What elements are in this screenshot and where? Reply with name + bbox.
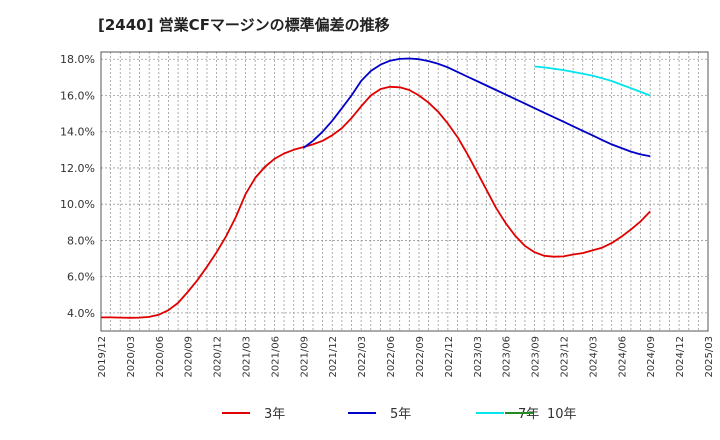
x-tick-label: 2023/06 xyxy=(502,336,513,378)
x-tick-label: 2022/12 xyxy=(444,336,455,378)
series-line-2 xyxy=(302,57,651,158)
x-tick-label: 2021/06 xyxy=(270,336,281,378)
x-tick-label: 2020/06 xyxy=(155,336,166,378)
legend-label-1: 3年 xyxy=(264,407,285,422)
x-tick-label: 2021/09 xyxy=(299,336,310,378)
x-tick-label: 2023/03 xyxy=(473,336,484,378)
x-tick-label: 2019/12 xyxy=(97,336,108,378)
series-line-1 xyxy=(101,85,651,319)
x-tick-label: 2022/06 xyxy=(386,336,397,378)
plot-frame xyxy=(100,51,709,332)
legend-label-2: 5年 xyxy=(390,407,411,422)
x-tick-label: 2022/03 xyxy=(357,336,368,378)
x-tick-label: 2020/03 xyxy=(126,336,137,378)
series-line-3 xyxy=(534,65,651,97)
y-tick-label: 12.0% xyxy=(60,162,95,175)
x-tick-label: 2024/06 xyxy=(617,336,628,378)
x-tick-label: 2024/09 xyxy=(646,336,657,378)
x-tick-label: 2024/03 xyxy=(588,336,599,378)
x-tick-label: 2021/03 xyxy=(242,336,253,378)
y-tick-label: 8.0% xyxy=(67,234,95,247)
x-tick-label: 2023/12 xyxy=(559,336,570,378)
x-tick-label: 2021/12 xyxy=(328,336,339,378)
legend-label-3: 7年 xyxy=(518,407,539,422)
x-tick-label: 2023/09 xyxy=(531,336,542,378)
y-tick-label: 16.0% xyxy=(60,89,95,102)
y-tick-label: 6.0% xyxy=(67,271,95,284)
x-tick-label: 2024/12 xyxy=(675,336,686,378)
x-tick-label: 2025/03 xyxy=(704,336,715,378)
chart-title: [2440] 営業CFマージンの標準偏差の推移 xyxy=(98,16,390,34)
x-tick-label: 2020/09 xyxy=(184,336,195,378)
y-tick-label: 4.0% xyxy=(67,307,95,320)
legend-label-4: 10年 xyxy=(547,407,577,422)
x-tick-label: 2022/09 xyxy=(415,336,426,378)
plot-background xyxy=(101,52,708,331)
x-tick-label: 2020/12 xyxy=(213,336,224,378)
y-tick-label: 10.0% xyxy=(60,198,95,211)
y-tick-label: 14.0% xyxy=(60,126,95,139)
y-tick-label: 18.0% xyxy=(60,53,95,66)
